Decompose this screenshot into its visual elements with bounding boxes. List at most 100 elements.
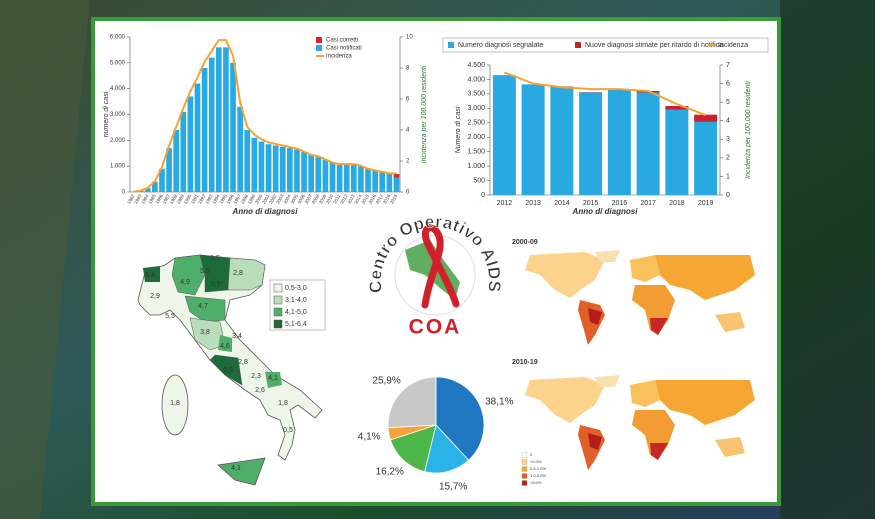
x-tick-label: 2013 [346, 193, 356, 205]
region-label: 5,5 [165, 313, 175, 320]
x-tick-label: 1983 [133, 193, 143, 205]
y2-tick-label: 7 [726, 62, 730, 69]
region-label: 1,8 [170, 400, 180, 407]
x-tick-label: 2014 [353, 193, 363, 205]
y-tick-label: 1.500 [467, 149, 485, 156]
y2-tick-label: 4 [406, 128, 410, 134]
world-legend-swatch [521, 452, 528, 458]
bar [694, 114, 718, 122]
y-tick-label: 3.500 [467, 91, 485, 98]
legend-swatch [316, 45, 322, 51]
legend-swatch [448, 42, 454, 48]
bar [492, 75, 516, 195]
bar [393, 177, 400, 192]
world-legend-swatch [521, 480, 528, 486]
x-tick-label: 1986 [155, 193, 165, 205]
bar [159, 168, 165, 192]
x-tick-label: 2015 [361, 193, 371, 205]
x-tick-label: 1997 [233, 193, 243, 205]
x-tick-label: 2009 [318, 193, 328, 205]
y-tick-label: 0 [481, 192, 485, 199]
x-tick-label: 2004 [282, 193, 292, 205]
world-map-title: 2000-09 [512, 239, 538, 246]
region-label: 6,4 [145, 272, 155, 279]
x-tick-label: 2013 [525, 200, 541, 207]
x-tick-label: 2016 [368, 193, 378, 205]
x-tick-label: 2014 [554, 200, 570, 207]
x-tick-label: 1989 [176, 193, 186, 205]
legend-swatch [316, 37, 322, 43]
world-legend-label: 1.0-5.0% [530, 473, 546, 478]
y2-tick-label: 0 [406, 190, 410, 196]
region-label: 2,8 [233, 270, 243, 277]
x-tick-label: 1985 [147, 193, 157, 205]
bar [665, 109, 689, 195]
y2-tick-label: 6 [726, 80, 730, 87]
world-map [510, 250, 760, 345]
bar [265, 144, 272, 192]
legend-box [442, 37, 769, 53]
region-label: 5,5* [211, 281, 224, 288]
region-label: 2,8 [238, 359, 248, 366]
y-tick-label: 4.000 [467, 76, 485, 83]
bar [152, 181, 158, 192]
bar [322, 159, 329, 192]
bar [350, 163, 357, 192]
bar [315, 157, 322, 192]
region-label: 5,5 [223, 367, 233, 374]
region-label: 4,1 [231, 465, 241, 472]
y2-tick-label: 3 [726, 136, 730, 143]
legend-label: Casi corretti [326, 38, 358, 44]
x-tick-label: 2006 [297, 193, 307, 205]
bar [230, 62, 236, 193]
y2-axis-title: Incidenza per 100.000 residenti [421, 65, 428, 163]
bar [194, 83, 201, 192]
x-tick-label: 1987 [162, 193, 172, 205]
x-tick-label: 1991 [190, 193, 200, 205]
map-legend-label: 3,1-4,0 [285, 297, 307, 304]
texture [780, 0, 875, 519]
map-legend-label: 5,1-6,4 [285, 321, 307, 328]
x-axis-title: Anno di diagnosi [572, 207, 639, 216]
x-tick-label: 2017 [640, 200, 656, 207]
bar [279, 146, 286, 192]
y-tick-label: 4.500 [467, 62, 485, 69]
line [133, 39, 397, 193]
region-label: 4,7 [198, 303, 208, 310]
x-tick-label: 1999 [247, 193, 257, 205]
bar [372, 170, 378, 192]
region-label: 4,1 [268, 375, 278, 382]
x-tick-label: 2001 [261, 193, 271, 205]
bar [251, 137, 258, 192]
x-tick-label: 2012 [339, 193, 349, 205]
region-label: 1,8 [278, 400, 288, 407]
map-legend-label: 0,5-3,0 [285, 285, 307, 292]
logo-acronym: COA [409, 316, 462, 339]
x-tick-label: 2003 [275, 193, 285, 205]
region-label: 5,9 [200, 268, 210, 275]
x-tick-label: 1984 [140, 193, 150, 205]
x-tick-label: 2010 [325, 193, 335, 205]
map-legend-swatch [273, 307, 283, 317]
bar [665, 106, 689, 110]
y-tick-label: 1.000 [110, 164, 126, 170]
region-label: 3,4 [232, 333, 242, 340]
map-legend-label: 4,1-5,0 [285, 309, 307, 316]
bar [201, 68, 208, 192]
world-legend-swatch [521, 466, 528, 472]
line [504, 71, 706, 117]
x-tick-label: 1992 [197, 193, 207, 205]
y-tick-label: 0 [122, 190, 126, 196]
x-tick-label: 2016 [612, 200, 628, 207]
bar [187, 96, 194, 192]
bar [166, 148, 172, 192]
bar [636, 92, 660, 195]
bar [365, 168, 371, 192]
pie-slice [435, 376, 485, 461]
bar [287, 148, 293, 192]
y2-axis-title: Incidenza per 100.000 residenti [745, 81, 752, 179]
x-tick-label: 1996 [226, 193, 236, 205]
bar [550, 86, 574, 195]
y-tick-label: 4.000 [110, 86, 126, 92]
